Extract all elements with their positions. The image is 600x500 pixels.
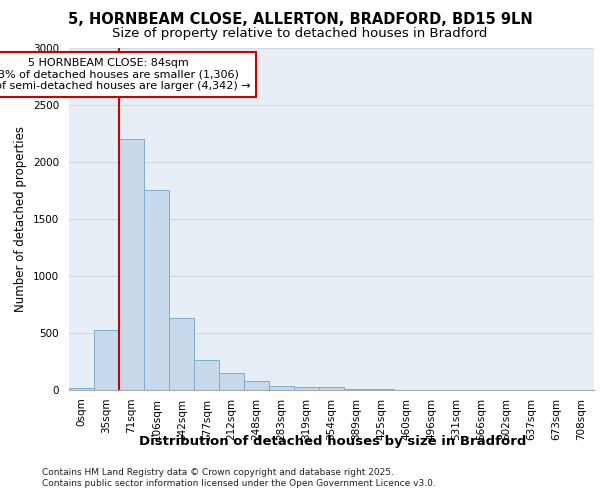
Bar <box>94 330 119 390</box>
Text: 5 HORNBEAM CLOSE: 84sqm
← 23% of detached houses are smaller (1,306)
76% of semi: 5 HORNBEAM CLOSE: 84sqm ← 23% of detache… <box>0 58 250 91</box>
Bar <box>194 360 219 390</box>
Bar <box>269 386 294 390</box>
Bar <box>319 387 344 390</box>
Y-axis label: Number of detached properties: Number of detached properties <box>14 126 28 312</box>
Bar <box>144 190 169 390</box>
Text: Size of property relative to detached houses in Bradford: Size of property relative to detached ho… <box>112 28 488 40</box>
Bar <box>119 139 144 390</box>
Bar <box>219 373 244 390</box>
Bar <box>69 388 94 390</box>
Text: Distribution of detached houses by size in Bradford: Distribution of detached houses by size … <box>139 435 527 448</box>
Bar <box>244 382 269 390</box>
Bar <box>169 318 194 390</box>
Text: 5, HORNBEAM CLOSE, ALLERTON, BRADFORD, BD15 9LN: 5, HORNBEAM CLOSE, ALLERTON, BRADFORD, B… <box>68 12 532 28</box>
Bar <box>294 386 319 390</box>
Text: Contains HM Land Registry data © Crown copyright and database right 2025.
Contai: Contains HM Land Registry data © Crown c… <box>42 468 436 487</box>
